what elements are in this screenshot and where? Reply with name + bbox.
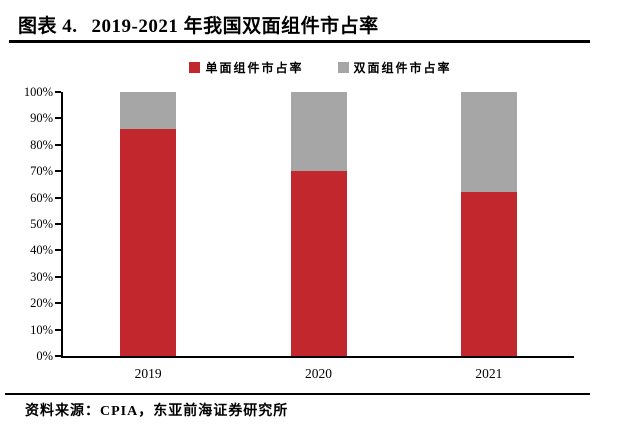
y-axis-tick-label: 60% <box>30 190 53 205</box>
y-axis-tick-mark <box>55 328 61 331</box>
x-axis-label-2021: 2021 <box>475 366 503 381</box>
y-axis-tick-label: 70% <box>30 164 53 179</box>
y-axis-tick-mark <box>55 355 61 357</box>
footer-rule <box>5 393 590 395</box>
figure-number: 图表 4. <box>18 16 78 37</box>
y-axis-tick-label: 30% <box>30 269 53 284</box>
y-axis-tick-label: 90% <box>30 111 53 126</box>
y-axis-tick-mark <box>55 170 61 173</box>
stacked-bar-2020 <box>290 92 347 356</box>
plot-area: 0% 10% 20% 30% 40% 50% 60% 70% 80% 90% 100% 2019 202… <box>24 85 574 381</box>
y-axis-tick-mark <box>55 223 61 225</box>
y-axis-tick-mark <box>55 275 61 278</box>
y-axis-tick-mark <box>55 91 61 93</box>
title-underline <box>9 40 590 43</box>
y-axis-tick-label: 20% <box>30 296 53 311</box>
x-axis-label-2020: 2020 <box>305 366 332 381</box>
y-axis-tick-label: 40% <box>30 243 53 258</box>
bar-segment-2021-series1 <box>460 92 517 193</box>
legend-label-bifacial: 双面组件市占率 <box>353 61 452 75</box>
bar-segment-2020-series0 <box>290 171 347 356</box>
y-axis-tick-label: 100% <box>23 85 53 99</box>
y-axis-tick-label: 80% <box>30 137 53 152</box>
x-axis-label-2019: 2019 <box>134 366 162 381</box>
stacked-bar-2019 <box>120 92 177 356</box>
source-note: 资料来源：CPIA，东亚前海证券研究所 <box>25 404 289 419</box>
legend-item-single-sided: 单面组件市占率 <box>189 59 303 76</box>
figure-title: 图表 4. 2019-2021 年我国双面组件市占率 <box>18 11 379 38</box>
legend-swatch-red-icon <box>189 62 201 73</box>
bar-segment-2021-series0 <box>460 192 517 356</box>
bar-segment-2019-series1 <box>120 92 177 129</box>
figure-title-text: 2019-2021 年我国双面组件市占率 <box>91 16 379 37</box>
y-axis-tick-mark <box>55 117 61 120</box>
legend-label-single-sided: 单面组件市占率 <box>205 61 304 75</box>
y-axis-tick-mark <box>55 196 61 199</box>
legend-swatch-gray-icon <box>337 62 349 73</box>
y-axis-tick-label: 50% <box>30 217 53 231</box>
y-axis-tick-label: 0% <box>36 349 53 363</box>
chart-legend: 单面组件市占率 双面组件市占率 <box>0 59 641 76</box>
y-axis-tick-mark <box>55 249 61 252</box>
y-axis-tick-label: 10% <box>30 322 53 337</box>
y-axis-tick-mark <box>55 302 61 305</box>
legend-item-bifacial: 双面组件市占率 <box>337 59 452 76</box>
bar-segment-2020-series1 <box>290 92 347 172</box>
stacked-bar-2021 <box>460 92 517 356</box>
bar-segment-2019-series0 <box>120 128 177 356</box>
y-axis-tick-mark <box>55 143 61 146</box>
